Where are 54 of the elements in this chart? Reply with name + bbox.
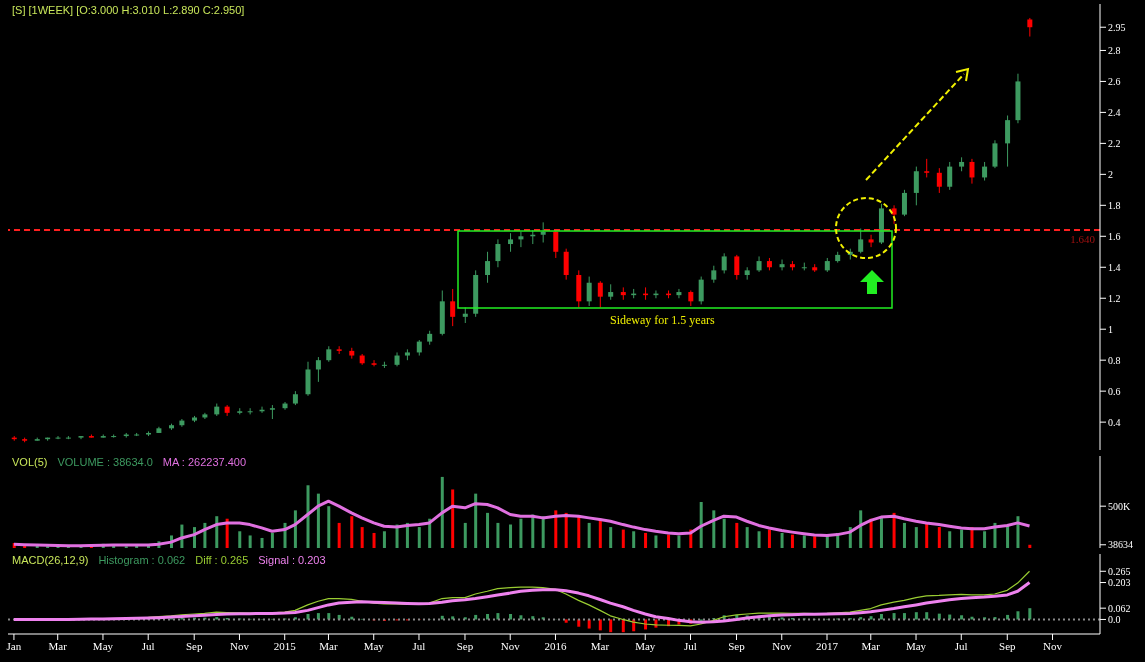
x-tick-label: Nov [1043, 639, 1063, 652]
y-tick-label: 2.8 [1108, 45, 1121, 57]
y-tick-label: 1.6 [1108, 230, 1121, 242]
x-tick-label: Mar [319, 639, 338, 652]
x-tick-label: Jul [684, 639, 697, 652]
x-tick-label: May [363, 639, 385, 652]
x-tick-label: Nov [772, 639, 792, 652]
y-tick-label: 0.062 [1108, 602, 1131, 614]
x-tick-label: Jul [954, 639, 968, 652]
x-tick-label: Mar [861, 639, 881, 652]
text: VOLUME : 38634.0 [57, 456, 153, 468]
x-tick-label: Nov [229, 639, 250, 652]
x-tick-label: Mar [590, 639, 610, 652]
y-tick-label: 1.4 [1108, 261, 1121, 273]
chart-title: VOL(5) [12, 456, 48, 468]
annotation: Sideway for 1.5 years [610, 313, 715, 328]
text: MA : 262237.400 [162, 456, 247, 468]
y-tick-label: 2.95 [1108, 21, 1126, 33]
text: Diff : 0.265 [195, 554, 249, 566]
y-tick-label: 1.8 [1108, 199, 1121, 211]
y-tick-label: 0.4 [1108, 416, 1121, 428]
x-tick-label: May [905, 639, 927, 652]
y-tick-label: 2 [1108, 168, 1113, 180]
x-tick-label: 2016 [544, 639, 567, 652]
x-tick-label: Jan [6, 639, 22, 652]
chart-title: MACD(26,12,9) [12, 554, 89, 566]
y-tick-label: 1.2 [1108, 292, 1121, 304]
x-tick-label: Jul [141, 639, 155, 652]
y-tick-label: 0.265 [1108, 565, 1131, 577]
text: Histogram : 0.062 [98, 554, 186, 566]
x-tick-label: May [92, 639, 114, 652]
x-tick-label: 2017 [816, 639, 839, 652]
y-tick-label: 0.8 [1108, 354, 1121, 366]
x-tick-label: Sep [456, 639, 474, 652]
y-tick-label: 1 [1108, 323, 1113, 335]
y-tick-label: 38634 [1108, 539, 1133, 551]
y-tick-label: 2.6 [1108, 75, 1121, 87]
y-tick-label: 2.4 [1108, 106, 1121, 118]
y-tick-label: 500K [1108, 500, 1131, 512]
x-tick-label: Sep [999, 639, 1017, 652]
y-tick-label: 0.203 [1108, 577, 1131, 589]
text: Signal : 0.203 [258, 554, 326, 566]
y-tick-label: 0.6 [1108, 385, 1121, 397]
x-tick-label: Sep [728, 639, 746, 652]
x-tick-label: 2015 [273, 639, 297, 652]
y-tick-label: 2.2 [1108, 137, 1121, 149]
x-tick-label: May [635, 639, 656, 652]
x-tick-label: Nov [500, 639, 521, 652]
x-tick-label: Sep [185, 639, 203, 652]
ref-line-label: 1.640 [1070, 232, 1096, 245]
x-tick-label: Jul [412, 639, 426, 652]
chart-title: [S] [1WEEK] [O:3.000 H:3.010 L:2.890 C:2.950] [12, 4, 245, 16]
y-tick-label: 0.0 [1108, 614, 1121, 625]
x-tick-label: Mar [48, 639, 68, 652]
